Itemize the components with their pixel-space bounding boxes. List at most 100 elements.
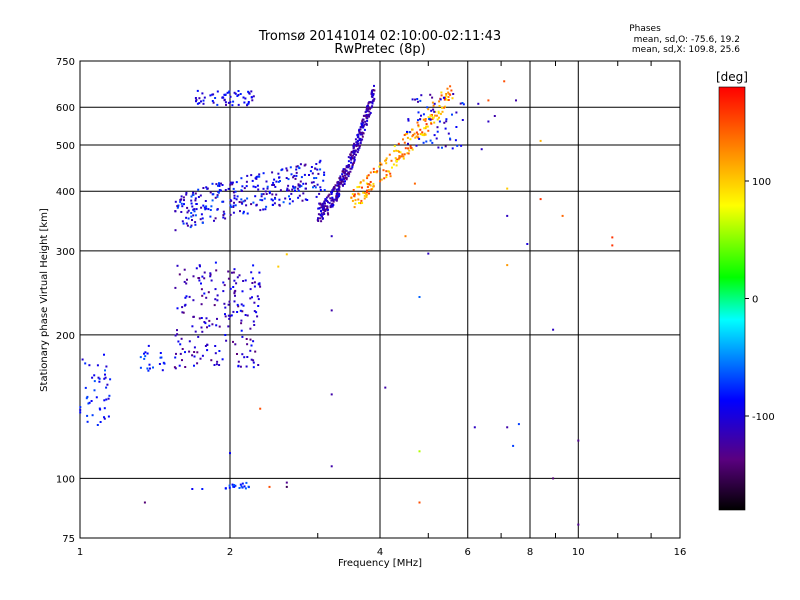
data-point: [506, 426, 509, 429]
data-point: [317, 220, 320, 222]
data-point: [186, 211, 189, 214]
data-point: [163, 362, 166, 365]
data-point: [353, 151, 356, 154]
data-point: [232, 206, 235, 208]
data-point: [371, 91, 373, 94]
data-point: [183, 280, 186, 283]
data-point: [251, 179, 254, 182]
data-point: [234, 343, 237, 346]
data-point: [181, 359, 183, 362]
data-point: [179, 200, 182, 203]
data-point: [202, 102, 205, 105]
data-point: [409, 138, 412, 141]
data-point: [352, 146, 355, 149]
data-point: [232, 211, 235, 214]
data-point: [242, 304, 245, 307]
data-point: [196, 351, 199, 354]
data-point: [236, 353, 238, 355]
data-point: [330, 393, 333, 396]
data-point: [456, 144, 459, 147]
data-point: [515, 99, 517, 102]
data-point: [176, 205, 179, 207]
data-point: [278, 198, 281, 201]
data-point: [242, 210, 245, 213]
data-point: [308, 174, 310, 176]
data-point: [249, 349, 252, 352]
data-point: [369, 101, 372, 104]
data-point: [256, 184, 259, 187]
data-point: [107, 415, 110, 418]
data-point: [81, 358, 84, 361]
data-point: [443, 121, 446, 124]
data-point: [343, 178, 345, 181]
data-point: [218, 189, 221, 191]
data-point: [146, 367, 149, 370]
data-point: [398, 150, 401, 153]
data-point: [432, 104, 435, 107]
data-point: [416, 121, 419, 124]
data-point: [412, 134, 415, 136]
data-point: [363, 128, 366, 131]
data-point: [355, 145, 358, 148]
data-point: [96, 424, 99, 426]
data-point: [271, 193, 274, 196]
data-point: [305, 187, 307, 190]
data-point: [369, 112, 372, 114]
data-point: [251, 282, 254, 284]
data-point: [251, 99, 254, 102]
data-point: [182, 196, 185, 199]
data-point: [341, 173, 344, 176]
data-point: [429, 118, 432, 121]
data-point: [363, 114, 366, 117]
data-point: [158, 363, 161, 365]
data-point: [561, 214, 564, 217]
data-point: [305, 182, 307, 185]
data-point: [322, 211, 325, 214]
data-point: [216, 194, 219, 197]
data-point: [353, 194, 356, 197]
data-point: [298, 184, 301, 187]
data-point: [379, 162, 382, 165]
data-point: [104, 369, 106, 372]
data-point: [209, 273, 212, 276]
data-point: [323, 213, 326, 215]
data-point: [216, 90, 219, 93]
data-point: [418, 137, 421, 140]
data-point: [246, 314, 249, 317]
data-point: [79, 406, 82, 409]
data-point: [256, 175, 259, 178]
data-point: [420, 94, 423, 97]
data-point: [179, 343, 182, 346]
colorbar-tick-label: -100: [752, 412, 775, 423]
data-point: [335, 199, 338, 202]
data-point: [231, 483, 234, 486]
data-point: [390, 159, 393, 162]
data-point: [255, 204, 258, 207]
data-point: [347, 160, 350, 163]
data-point: [372, 170, 375, 173]
data-point: [186, 224, 189, 227]
data-point: [376, 170, 379, 173]
x-tick-label: 6: [465, 547, 471, 558]
data-point: [319, 217, 322, 220]
data-point: [451, 113, 453, 116]
data-point: [228, 90, 231, 93]
data-point: [218, 364, 221, 366]
data-point: [366, 105, 369, 108]
data-point: [365, 108, 368, 111]
data-point: [312, 181, 315, 184]
data-point: [245, 365, 248, 368]
data-point: [233, 300, 236, 303]
data-point: [204, 322, 207, 325]
data-point: [252, 264, 255, 267]
data-point: [104, 376, 107, 379]
data-point: [209, 215, 212, 218]
data-point: [215, 324, 218, 327]
data-point: [193, 355, 196, 358]
data-point: [365, 114, 368, 116]
data-point: [480, 148, 483, 151]
data-point: [93, 374, 96, 377]
data-point: [487, 120, 490, 123]
data-point: [323, 189, 326, 192]
data-point: [103, 416, 105, 419]
